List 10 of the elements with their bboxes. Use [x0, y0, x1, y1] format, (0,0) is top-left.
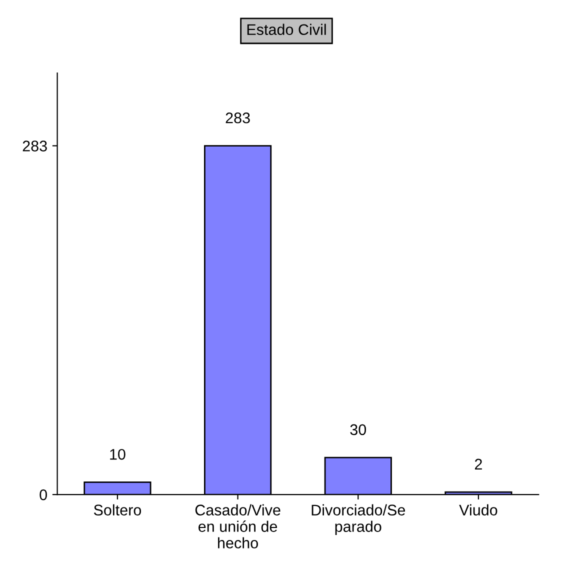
data-label: 283 [226, 112, 250, 124]
x-tick-label: Divorciado/Se parado [312, 504, 405, 535]
x-tick-label: Viudo [459, 504, 498, 516]
data-label: 10 [110, 448, 126, 460]
y-tick-label: 0 [40, 489, 47, 500]
x-tick-label: Soltero [94, 504, 142, 516]
x-tick-label: Casado/Vive en unión de hecho [195, 504, 280, 548]
data-label: 2 [474, 458, 482, 470]
data-label: 30 [350, 424, 366, 436]
chart-title: Estado Civil [247, 24, 326, 36]
